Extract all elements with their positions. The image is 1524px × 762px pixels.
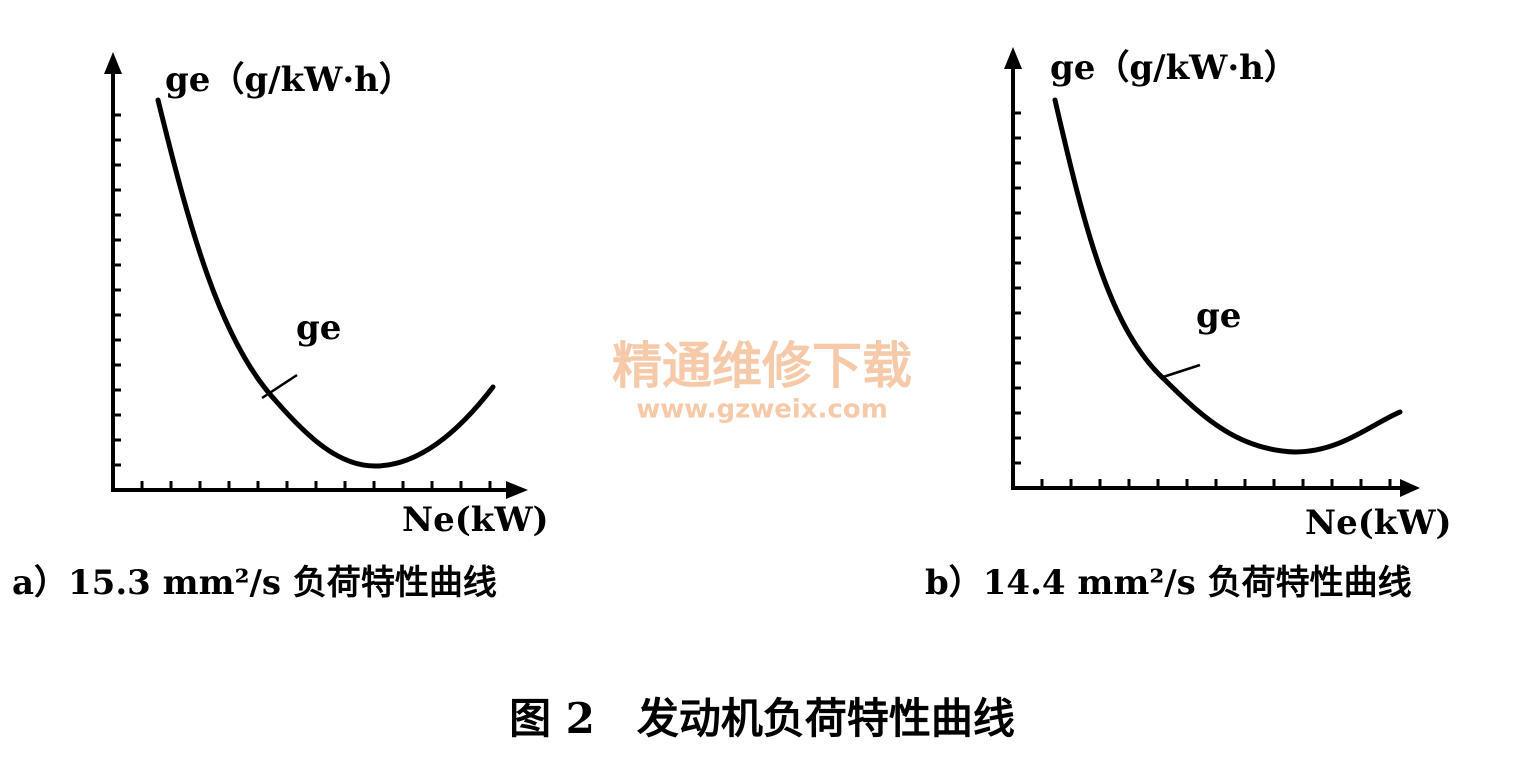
caption: b）14.4 mm²/s 负荷特性曲线	[925, 563, 1412, 603]
y-axis-label: ge（g/kW·h）	[1050, 48, 1298, 88]
figure-title: 图 2 发动机负荷特性曲线	[509, 694, 1015, 743]
panel-b: ge（g/kW·h） ge Ne(kW) b）14.4 mm²/s 负荷特性曲线	[925, 47, 1452, 603]
pointer	[1159, 363, 1201, 380]
watermark-title: 精通维修下载	[612, 336, 912, 395]
caption: a）15.3 mm²/s 负荷特性曲线	[12, 563, 497, 603]
curve-label: ge	[296, 308, 341, 348]
x-axis-label: Ne(kW)	[402, 500, 549, 540]
watermark-url: www.gzweix.com	[636, 395, 888, 425]
axes	[1011, 65, 1405, 490]
axes	[111, 70, 510, 492]
y-axis-label: ge（g/kW·h）	[165, 60, 413, 100]
panel-a: ge（g/kW·h） ge Ne(kW) a）15.3 mm²/s 负荷特性曲线	[12, 52, 549, 603]
curve-label: ge	[1196, 296, 1241, 336]
curve	[1052, 97, 1403, 455]
x-axis-label: Ne(kW)	[1305, 503, 1452, 543]
pointer	[261, 373, 298, 400]
arrows	[1004, 47, 1420, 497]
arrows	[104, 52, 528, 499]
curve	[155, 97, 496, 469]
